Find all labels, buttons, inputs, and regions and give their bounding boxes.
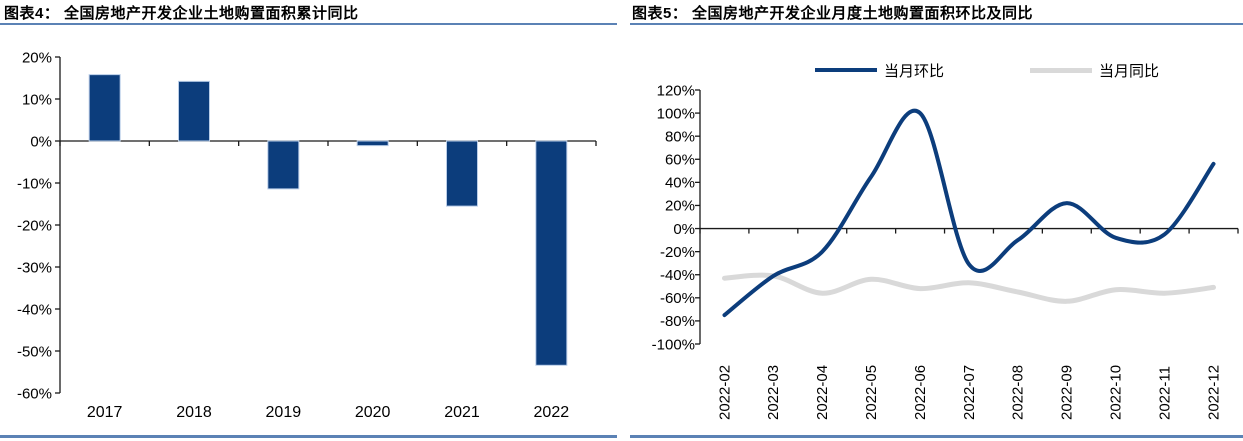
title-underline-rule-right [630, 23, 1243, 25]
title-underline-rule-left [0, 23, 617, 25]
svg-text:2018: 2018 [176, 404, 212, 421]
svg-text:2022: 2022 [534, 404, 570, 421]
figure-bottom-rule-left [0, 435, 617, 438]
cumulative-yoy-bar-chart: 20% 10% 0% -10% -20% -30% -40% -50% -60% 2017 2018… [17, 49, 597, 421]
svg-text:2022-02: 2022-02 [716, 365, 733, 420]
monthly-mom-yoy-line-chart: 120% 100% 80% 60% 40% 20% 0% -20% -40% -60% -80% -1… [652, 82, 1239, 420]
svg-text:2022-10: 2022-10 [1108, 365, 1125, 420]
svg-text:2022-03: 2022-03 [765, 365, 782, 420]
svg-text:-20%: -20% [17, 217, 52, 234]
svg-text:-10%: -10% [17, 175, 52, 192]
svg-text:0%: 0% [673, 221, 695, 238]
svg-text:100%: 100% [657, 105, 695, 122]
svg-text:40%: 40% [665, 175, 695, 192]
figure-title-left: 图表4： 全国房地产开发企业土地购置面积累计同比 [4, 5, 359, 22]
svg-text:2022-08: 2022-08 [1010, 365, 1027, 420]
svg-text:2019: 2019 [266, 404, 302, 421]
svg-text:20%: 20% [665, 198, 695, 215]
svg-text:2021: 2021 [444, 404, 480, 421]
svg-text:-40%: -40% [660, 267, 695, 284]
svg-text:2022-06: 2022-06 [912, 365, 929, 420]
svg-text:60%: 60% [665, 152, 695, 169]
svg-text:-50%: -50% [17, 343, 52, 360]
svg-text:2017: 2017 [87, 404, 123, 421]
svg-text:-80%: -80% [660, 313, 695, 330]
figure-panel-cumulative-yoy: 图表4： 全国房地产开发企业土地购置面积累计同比 20% 10% 0% -10% -20… [0, 5, 617, 438]
svg-text:2020: 2020 [355, 404, 391, 421]
svg-text:-60%: -60% [660, 290, 695, 307]
svg-text:0%: 0% [30, 133, 52, 150]
svg-text:10%: 10% [22, 91, 52, 108]
svg-text:2022-04: 2022-04 [814, 365, 831, 420]
figure-title-right: 图表5： 全国房地产开发企业月度土地购置面积环比及同比 [632, 5, 1034, 22]
svg-text:-20%: -20% [660, 244, 695, 261]
svg-text:2022-12: 2022-12 [1205, 365, 1222, 420]
svg-text:20%: 20% [22, 49, 52, 66]
svg-text:-30%: -30% [17, 259, 52, 276]
svg-text:2022-09: 2022-09 [1059, 365, 1076, 420]
figure-panel-monthly-mom-yoy: 图表5： 全国房地产开发企业月度土地购置面积环比及同比 120% 100% 80% 6… [623, 0, 1243, 441]
svg-text:2022-07: 2022-07 [961, 365, 978, 420]
figure-bottom-rule-right [630, 435, 1243, 438]
svg-text:2022-05: 2022-05 [863, 365, 880, 420]
svg-text:-40%: -40% [17, 301, 52, 318]
svg-text:120%: 120% [657, 82, 695, 99]
svg-text:80%: 80% [665, 128, 695, 145]
svg-text:-60%: -60% [17, 385, 52, 402]
svg-text:-100%: -100% [652, 336, 695, 353]
svg-text:2022-11: 2022-11 [1156, 366, 1173, 420]
